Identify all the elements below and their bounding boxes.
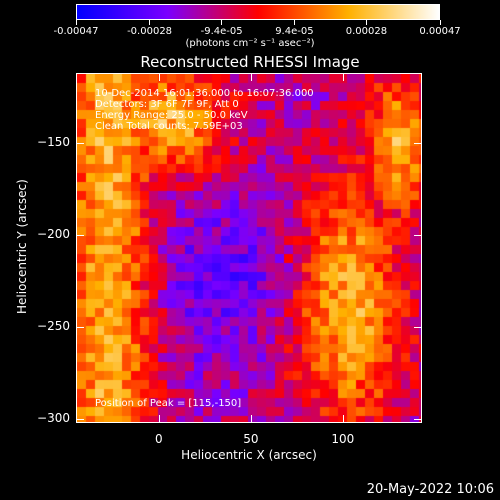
colorbar-tick-label: -9.4e-05 <box>200 26 243 37</box>
y-tick-label: −200 <box>37 227 70 242</box>
x-tick-label: 50 <box>243 432 259 446</box>
x-tick-mark <box>158 73 160 81</box>
y-tick-mark <box>76 235 84 237</box>
colorbar-tick <box>439 20 441 25</box>
colorbar-tick-label: 9.4e-05 <box>275 26 314 37</box>
colorbar-tick-label: 0.00028 <box>345 26 388 37</box>
detectors-annotation: Detectors: 3F 6F 7F 9F, Att 0 <box>95 99 239 110</box>
x-tick-mark <box>158 415 160 423</box>
colorbar-tick <box>221 20 223 25</box>
colorbar-tick-label: -0.00047 <box>53 26 99 37</box>
colorbar-tick <box>75 20 77 25</box>
x-tick-label: 100 <box>331 432 355 446</box>
x-axis-label: Heliocentric X (arcsec) <box>181 448 317 462</box>
chart-title: Reconstructed RHESSI Image <box>140 53 360 71</box>
y-axis-label: Heliocentric Y (arcsec) <box>15 179 29 314</box>
y-tick-mark <box>414 419 422 421</box>
peak-position-annotation: Position of Peak = [115,-150] <box>95 398 242 409</box>
y-tick-mark <box>76 143 84 144</box>
x-tick-label: 0 <box>154 432 163 446</box>
colorbar-tick <box>149 20 151 25</box>
colorbar-unit-label: (photons cm⁻² s⁻¹ asec⁻²) <box>185 38 315 49</box>
colorbar-tick-label: -0.00028 <box>127 26 173 37</box>
y-tick-label: −150 <box>37 135 70 149</box>
x-tick-mark <box>342 415 344 423</box>
footer-date: 20-May-2022 10:06 <box>366 482 494 497</box>
time-range-annotation: 10-Dec-2014 16:01:36.000 to 16:07:36.000 <box>95 88 314 99</box>
colorbar <box>76 4 440 20</box>
y-tick-mark <box>76 327 84 329</box>
x-tick-mark <box>342 73 344 81</box>
colorbar-tick <box>293 20 295 25</box>
y-tick-mark <box>76 419 84 421</box>
energy-range-annotation: Energy Range: 25.0 - 50.0 keV <box>95 110 248 121</box>
y-tick-label: −300 <box>37 411 70 426</box>
y-tick-label: −250 <box>37 319 70 334</box>
x-tick-mark <box>250 415 252 423</box>
colorbar-tick <box>365 20 367 25</box>
heatmap-image <box>77 74 421 422</box>
plot-frame <box>76 73 422 423</box>
y-tick-mark <box>414 327 422 329</box>
y-tick-mark <box>414 143 422 144</box>
colorbar-tick-label: 0.00047 <box>419 26 461 37</box>
total-counts-annotation: Clean Total counts: 7.59E+03 <box>95 121 243 132</box>
y-tick-mark <box>414 235 422 237</box>
x-tick-mark <box>250 73 252 81</box>
